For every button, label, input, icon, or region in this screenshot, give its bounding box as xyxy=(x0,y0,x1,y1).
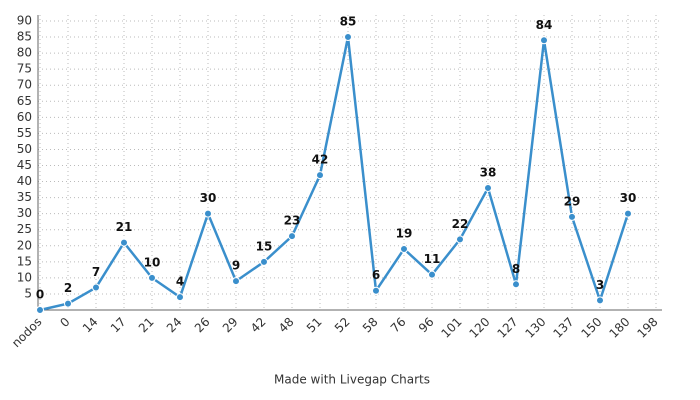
data-label: 42 xyxy=(312,153,329,167)
y-tick-label: 50 xyxy=(17,142,32,156)
x-tick-label: 52 xyxy=(332,315,353,336)
data-label: 7 xyxy=(92,265,100,279)
point xyxy=(316,171,324,180)
data-label: 19 xyxy=(396,226,413,240)
x-tick-label: nodos xyxy=(9,315,44,350)
point xyxy=(260,257,268,266)
footer: Made with Livegap Charts xyxy=(274,373,430,387)
data-label: 30 xyxy=(200,191,217,205)
y-tick-label: 40 xyxy=(17,174,32,188)
y-tick-label: 20 xyxy=(17,238,32,252)
x-tick-label: 198 xyxy=(634,315,660,341)
point xyxy=(64,299,72,308)
point xyxy=(596,296,604,305)
data-label: 9 xyxy=(232,259,240,273)
data-label: 85 xyxy=(340,15,357,29)
point xyxy=(568,212,576,221)
y-tick-label: 35 xyxy=(17,190,32,204)
x-tick-label: 17 xyxy=(108,315,129,336)
y-tick-label: 85 xyxy=(17,30,32,44)
point xyxy=(232,277,240,286)
data-label: 21 xyxy=(116,220,133,234)
x-tick-label: 26 xyxy=(192,315,213,336)
data-label: 38 xyxy=(480,165,497,179)
data-label: 11 xyxy=(424,252,441,266)
data-label: 8 xyxy=(512,262,520,276)
line xyxy=(39,36,630,312)
point xyxy=(204,209,212,218)
x-tick-label: 21 xyxy=(136,315,157,336)
point xyxy=(372,286,380,295)
point xyxy=(512,280,520,289)
x-tick-label: 130 xyxy=(522,315,548,341)
y-tick-label: 45 xyxy=(17,158,32,172)
x-tick-label: 96 xyxy=(416,315,437,336)
data-label: 0 xyxy=(36,288,44,302)
point xyxy=(288,232,296,241)
y-tick-label: 75 xyxy=(17,62,32,76)
point xyxy=(176,293,184,302)
data-label: 29 xyxy=(564,194,581,208)
x-tick-label: 42 xyxy=(248,315,269,336)
data-label: 2 xyxy=(64,281,72,295)
y-tick-label: 55 xyxy=(17,126,32,140)
y-tick-label: 30 xyxy=(17,206,32,220)
x-tick-label: 51 xyxy=(304,315,325,336)
x-tick-label: 180 xyxy=(606,315,632,341)
point xyxy=(484,183,492,192)
point xyxy=(428,270,436,279)
point xyxy=(344,33,352,42)
point xyxy=(92,283,100,292)
x-tick-label: 120 xyxy=(466,315,492,341)
point xyxy=(456,235,464,244)
point xyxy=(148,273,156,282)
point xyxy=(624,209,632,218)
y-tick-label: 25 xyxy=(17,222,32,236)
x-tick-label: 14 xyxy=(80,315,101,336)
data-label: 6 xyxy=(372,268,380,282)
point xyxy=(400,244,408,253)
x-tick-label: 58 xyxy=(360,315,381,336)
data-label: 3 xyxy=(596,278,604,292)
x-tick-label: 150 xyxy=(578,315,604,341)
point xyxy=(120,238,128,247)
x-tick-label: 24 xyxy=(164,315,185,336)
y-tick-label: 15 xyxy=(17,254,32,268)
data-label: 22 xyxy=(452,217,469,231)
point xyxy=(36,306,44,314)
y-tick-label: 10 xyxy=(17,270,32,284)
y-tick-label: 65 xyxy=(17,94,32,108)
data-label: 4 xyxy=(176,275,184,289)
y-tick-label: 80 xyxy=(17,46,32,60)
x-tick-label: 0 xyxy=(57,315,72,330)
data-label: 84 xyxy=(536,18,553,32)
x-tick-label: 29 xyxy=(220,315,241,336)
data-label: 15 xyxy=(256,239,273,253)
point xyxy=(540,36,548,45)
y-tick-label: 90 xyxy=(17,14,32,28)
y-tick-label: 5 xyxy=(24,286,32,300)
x-tick-label: 48 xyxy=(276,315,297,336)
x-tick-label: 101 xyxy=(438,315,464,341)
y-tick-label: 70 xyxy=(17,78,32,92)
data-label: 30 xyxy=(620,191,637,205)
data-label: 23 xyxy=(284,214,301,228)
x-tick-label: 127 xyxy=(494,315,520,341)
data-label: 10 xyxy=(144,255,161,269)
x-tick-label: 137 xyxy=(550,315,576,341)
x-tick-label: 76 xyxy=(388,315,409,336)
y-tick-label: 60 xyxy=(17,110,32,124)
